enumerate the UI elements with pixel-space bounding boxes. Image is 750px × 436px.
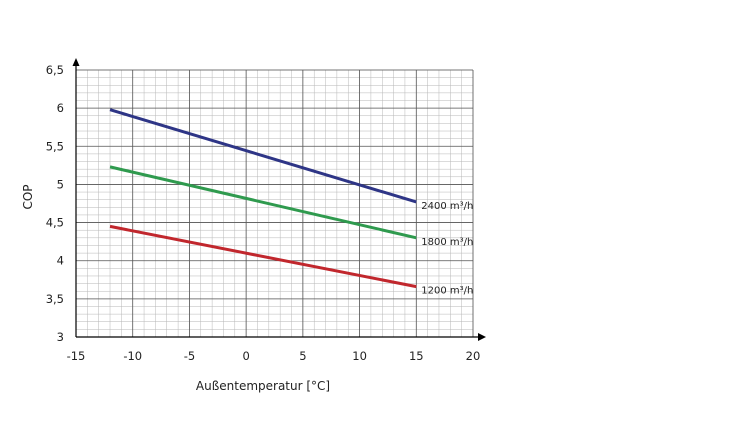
y-tick-label: 3 (57, 330, 64, 344)
x-tick-label: -5 (184, 349, 195, 363)
y-axis-arrow (72, 58, 80, 66)
y-tick-label: 5 (57, 177, 64, 191)
x-tick-label: -10 (123, 349, 142, 363)
series-line-2 (109, 224, 417, 289)
ticks-layer: -15 -10 -5 0 5 10 15 20 3 3,5 4 4,5 5 5,5 6 6,5 (46, 63, 481, 363)
x-tick-label: 15 (409, 349, 424, 363)
series-layer: 2400 m³/h 1800 m³/h 1200 m³/h (109, 108, 473, 297)
series-label-0: 2400 m³/h (421, 201, 473, 212)
axes (72, 58, 486, 341)
y-tick-label: 3,5 (46, 292, 64, 306)
x-tick-label: -15 (67, 349, 86, 363)
y-tick-label: 4,5 (46, 216, 64, 230)
x-axis-label: Außentemperatur [°C] (196, 379, 330, 393)
x-tick-label: 20 (466, 349, 481, 363)
x-tick-label: 10 (352, 349, 367, 363)
y-tick-label: 5,5 (46, 139, 64, 153)
x-tick-label: 0 (242, 349, 249, 363)
y-tick-label: 4 (57, 254, 64, 268)
series-line-0 (109, 108, 417, 204)
y-tick-label: 6,5 (46, 63, 64, 77)
series-label-1: 1800 m³/h (421, 237, 473, 248)
x-tick-label: 5 (299, 349, 306, 363)
y-axis-label: COP (21, 184, 35, 209)
x-axis-arrow (478, 333, 486, 341)
y-tick-label: 6 (57, 101, 64, 115)
series-line-1 (109, 165, 417, 240)
series-label-2: 1200 m³/h (421, 286, 473, 297)
